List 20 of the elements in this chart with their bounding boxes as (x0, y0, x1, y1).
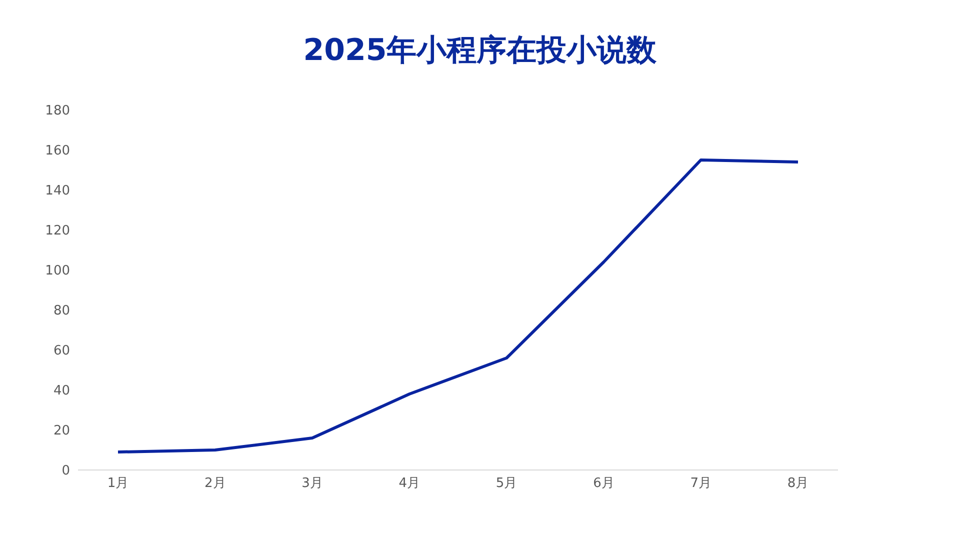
x-tick-label: 4月 (398, 476, 420, 492)
x-tick-label: 5月 (496, 476, 518, 492)
x-tick-label: 7月 (690, 476, 712, 492)
line-series (116, 158, 800, 454)
y-tick-label: 40 (53, 384, 70, 399)
y-tick-label: 60 (53, 344, 70, 359)
y-tick-label: 180 (45, 104, 70, 119)
x-tick-label: 2月 (204, 476, 226, 492)
x-tick-label: 6月 (593, 476, 614, 492)
y-tick-label: 0 (62, 464, 70, 479)
y-tick-label: 160 (45, 144, 70, 159)
y-tick-label: 140 (45, 184, 70, 199)
y-tick-label: 100 (45, 264, 70, 279)
y-tick-label: 120 (45, 224, 70, 239)
chart-title: 2025年小程序在投小说数 (302, 32, 658, 70)
x-tick-label: 3月 (302, 476, 323, 492)
x-tick-label: 8月 (787, 476, 809, 492)
y-tick-label: 20 (53, 424, 70, 439)
y-tick-label: 80 (53, 304, 70, 319)
x-tick-label: 1月 (107, 476, 129, 492)
